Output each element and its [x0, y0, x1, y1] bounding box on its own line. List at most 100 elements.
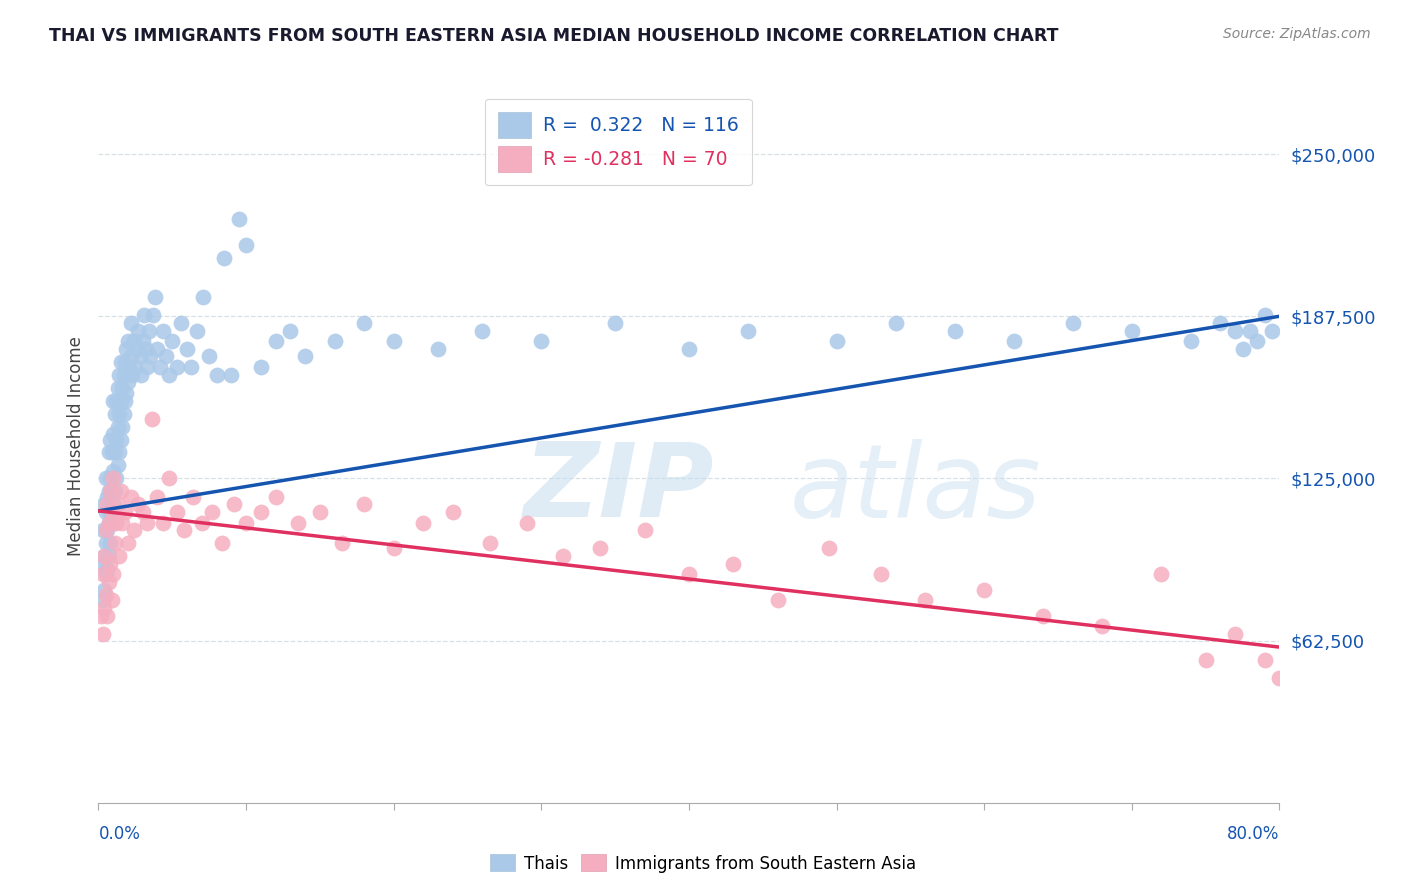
Point [118, 359, 141, 374]
Point [93, 601, 115, 615]
Point [103, 471, 125, 485]
Point [553, 549, 575, 564]
Point [91, 524, 114, 538]
Point [869, 567, 891, 582]
Point [678, 342, 700, 356]
Point [93, 497, 115, 511]
Point [825, 334, 848, 348]
Point [1239, 324, 1261, 338]
Point [152, 516, 174, 530]
Point [1209, 316, 1232, 330]
Point [211, 536, 233, 550]
Point [1121, 324, 1143, 338]
Point [353, 497, 375, 511]
Point [103, 427, 125, 442]
Point [1180, 334, 1202, 348]
Point [103, 393, 125, 408]
Point [212, 251, 235, 265]
Point [766, 593, 789, 607]
Point [110, 354, 132, 368]
Point [146, 490, 169, 504]
Point [478, 536, 501, 550]
Point [427, 342, 450, 356]
Point [721, 557, 744, 571]
Point [633, 524, 655, 538]
Point [678, 567, 700, 582]
Point [176, 342, 198, 356]
Point [1246, 334, 1268, 348]
Point [117, 376, 139, 390]
Point [166, 505, 188, 519]
Point [103, 567, 125, 582]
Point [91, 593, 114, 607]
Point [120, 490, 142, 504]
Point [173, 524, 195, 538]
Point [441, 505, 464, 519]
Point [110, 433, 132, 447]
Point [186, 324, 208, 338]
Point [117, 536, 139, 550]
Point [98, 471, 121, 485]
Point [100, 593, 122, 607]
Point [94, 505, 117, 519]
Point [228, 211, 250, 226]
Point [96, 524, 118, 538]
Point [108, 368, 131, 382]
Point [98, 505, 121, 519]
Point [105, 393, 128, 408]
Point [1091, 619, 1114, 633]
Point [97, 484, 120, 499]
Point [111, 381, 134, 395]
Point [181, 490, 204, 504]
Point [235, 238, 257, 252]
Text: 80.0%: 80.0% [1227, 825, 1279, 843]
Point [94, 471, 117, 485]
Point [93, 549, 115, 564]
Point [100, 505, 122, 519]
Point [135, 342, 157, 356]
Point [107, 458, 129, 473]
Point [124, 359, 146, 374]
Point [114, 354, 136, 368]
Point [287, 516, 309, 530]
Point [122, 334, 145, 348]
Point [471, 324, 494, 338]
Point [103, 497, 125, 511]
Point [264, 490, 287, 504]
Point [94, 536, 117, 550]
Point [149, 359, 172, 374]
Point [97, 516, 120, 530]
Text: ZIP: ZIP [523, 438, 714, 540]
Point [108, 407, 131, 421]
Point [278, 324, 302, 338]
Point [97, 516, 120, 530]
Text: Source: ZipAtlas.com: Source: ZipAtlas.com [1223, 27, 1371, 41]
Point [155, 350, 177, 364]
Point [1261, 324, 1284, 338]
Point [914, 593, 936, 607]
Point [323, 334, 346, 348]
Point [157, 368, 180, 382]
Point [589, 541, 612, 556]
Point [129, 368, 152, 382]
Point [104, 445, 127, 459]
Point [198, 350, 221, 364]
Point [1032, 609, 1054, 624]
Point [235, 516, 257, 530]
Text: THAI VS IMMIGRANTS FROM SOUTH EASTERN ASIA MEDIAN HOUSEHOLD INCOME CORRELATION C: THAI VS IMMIGRANTS FROM SOUTH EASTERN AS… [49, 27, 1059, 45]
Point [1150, 567, 1173, 582]
Point [103, 464, 125, 478]
Point [104, 484, 127, 499]
Point [90, 609, 112, 624]
Point [1223, 627, 1246, 641]
Point [111, 516, 134, 530]
Point [180, 359, 202, 374]
Point [104, 407, 127, 421]
Point [1254, 653, 1277, 667]
Point [1223, 324, 1246, 338]
Point [1254, 308, 1277, 322]
Point [1268, 671, 1291, 685]
Point [120, 316, 142, 330]
Point [382, 334, 405, 348]
Point [605, 316, 627, 330]
